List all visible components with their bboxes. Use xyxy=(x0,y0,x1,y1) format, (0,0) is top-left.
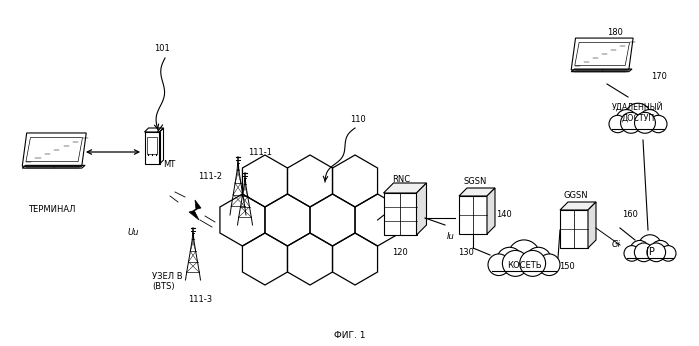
Circle shape xyxy=(649,115,667,133)
Circle shape xyxy=(538,254,560,275)
Polygon shape xyxy=(459,188,495,196)
Text: RNC: RNC xyxy=(392,175,410,184)
Text: 120: 120 xyxy=(392,248,408,257)
Text: Iu: Iu xyxy=(447,232,455,241)
Text: 140: 140 xyxy=(496,210,512,219)
Circle shape xyxy=(519,251,546,276)
Text: ТЕРМИНАЛ: ТЕРМИНАЛ xyxy=(28,205,75,214)
Circle shape xyxy=(661,246,676,261)
Circle shape xyxy=(639,110,660,130)
Circle shape xyxy=(488,254,510,275)
Text: УДАЛЕННЫЙ
ДОСТУП: УДАЛЕННЫЙ ДОСТУП xyxy=(612,102,664,122)
Text: SGSN: SGSN xyxy=(463,177,487,186)
Text: 150: 150 xyxy=(559,262,575,271)
Text: УЗЕЛ В
(BTS): УЗЕЛ В (BTS) xyxy=(152,272,182,291)
Text: 170: 170 xyxy=(651,72,667,81)
Circle shape xyxy=(647,243,665,262)
Polygon shape xyxy=(189,200,201,220)
Polygon shape xyxy=(487,188,495,234)
Text: 180: 180 xyxy=(607,28,623,37)
Text: 111-3: 111-3 xyxy=(188,295,212,304)
Circle shape xyxy=(635,243,653,262)
Text: 111-2: 111-2 xyxy=(198,172,222,181)
Text: Uu: Uu xyxy=(127,228,138,237)
Circle shape xyxy=(624,246,640,261)
Circle shape xyxy=(503,251,528,276)
Circle shape xyxy=(639,235,661,258)
Polygon shape xyxy=(560,202,596,210)
Circle shape xyxy=(616,110,637,130)
Text: 111-1: 111-1 xyxy=(248,148,272,157)
Text: Gi: Gi xyxy=(612,240,621,249)
Polygon shape xyxy=(588,202,596,248)
Circle shape xyxy=(630,240,649,259)
Circle shape xyxy=(625,103,651,129)
Circle shape xyxy=(635,112,656,133)
Polygon shape xyxy=(384,183,426,193)
Text: MT: MT xyxy=(163,160,175,169)
Text: 101: 101 xyxy=(154,44,170,53)
Text: 130: 130 xyxy=(458,248,474,257)
Polygon shape xyxy=(560,210,588,248)
Text: КОСЕТЬ: КОСЕТЬ xyxy=(507,261,541,270)
Text: IP: IP xyxy=(646,247,654,257)
Circle shape xyxy=(621,112,642,133)
Text: 160: 160 xyxy=(622,210,638,219)
Circle shape xyxy=(508,240,540,272)
Circle shape xyxy=(609,115,626,133)
Polygon shape xyxy=(417,183,426,235)
Circle shape xyxy=(651,240,670,259)
Text: ФИГ. 1: ФИГ. 1 xyxy=(334,331,366,340)
Circle shape xyxy=(526,247,552,273)
Polygon shape xyxy=(384,193,417,235)
Polygon shape xyxy=(459,196,487,234)
Text: 110: 110 xyxy=(350,115,366,124)
Text: GGSN: GGSN xyxy=(564,191,589,200)
Circle shape xyxy=(497,247,523,273)
